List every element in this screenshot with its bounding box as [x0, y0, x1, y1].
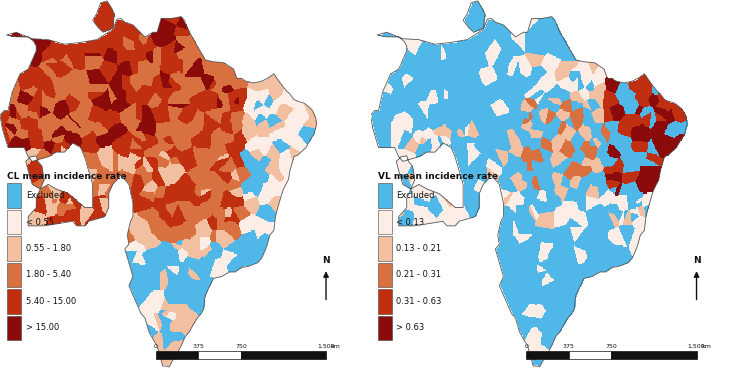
Text: Excluded: Excluded	[396, 191, 435, 200]
Bar	[378, 263, 392, 287]
Text: 750: 750	[235, 344, 247, 349]
Text: 375: 375	[562, 344, 575, 349]
Bar	[378, 183, 392, 208]
Text: km: km	[701, 344, 711, 349]
PathPatch shape	[370, 1, 687, 367]
Text: 375: 375	[192, 344, 205, 349]
Bar	[526, 351, 569, 359]
Bar	[569, 351, 611, 359]
Bar	[378, 289, 392, 314]
Bar	[199, 351, 241, 359]
Text: Excluded: Excluded	[26, 191, 64, 200]
Text: 0.13 - 0.21: 0.13 - 0.21	[396, 244, 442, 253]
Bar	[7, 236, 21, 261]
Text: < 0.13: < 0.13	[396, 218, 425, 226]
Text: 750: 750	[605, 344, 617, 349]
Text: 0: 0	[524, 344, 528, 349]
Bar	[378, 210, 392, 234]
Text: < 0.55: < 0.55	[26, 218, 54, 226]
Bar	[378, 236, 392, 261]
Text: 5.40 - 15.00: 5.40 - 15.00	[26, 297, 76, 306]
Bar	[7, 183, 21, 208]
Text: 0.55 - 1.80: 0.55 - 1.80	[26, 244, 71, 253]
Text: CL mean incidence rate: CL mean incidence rate	[7, 172, 127, 181]
Bar	[611, 351, 697, 359]
Text: > 15.00: > 15.00	[26, 324, 59, 332]
Text: 0.31 - 0.63: 0.31 - 0.63	[396, 297, 442, 306]
PathPatch shape	[0, 1, 316, 367]
Bar	[378, 316, 392, 340]
Bar	[7, 316, 21, 340]
Text: 1,500: 1,500	[317, 344, 335, 349]
Text: km: km	[330, 344, 340, 349]
Bar	[241, 351, 326, 359]
Text: > 0.63: > 0.63	[396, 324, 425, 332]
Text: 1,500: 1,500	[688, 344, 705, 349]
Bar	[156, 351, 199, 359]
Bar	[7, 210, 21, 234]
Text: 0: 0	[153, 344, 158, 349]
Bar	[7, 289, 21, 314]
Text: 0.21 - 0.31: 0.21 - 0.31	[396, 271, 442, 279]
Text: N: N	[322, 256, 330, 265]
Text: VL mean incidence rate: VL mean incidence rate	[378, 172, 498, 181]
Text: N: N	[693, 256, 700, 265]
Text: 1.80 - 5.40: 1.80 - 5.40	[26, 271, 71, 279]
Bar	[7, 263, 21, 287]
